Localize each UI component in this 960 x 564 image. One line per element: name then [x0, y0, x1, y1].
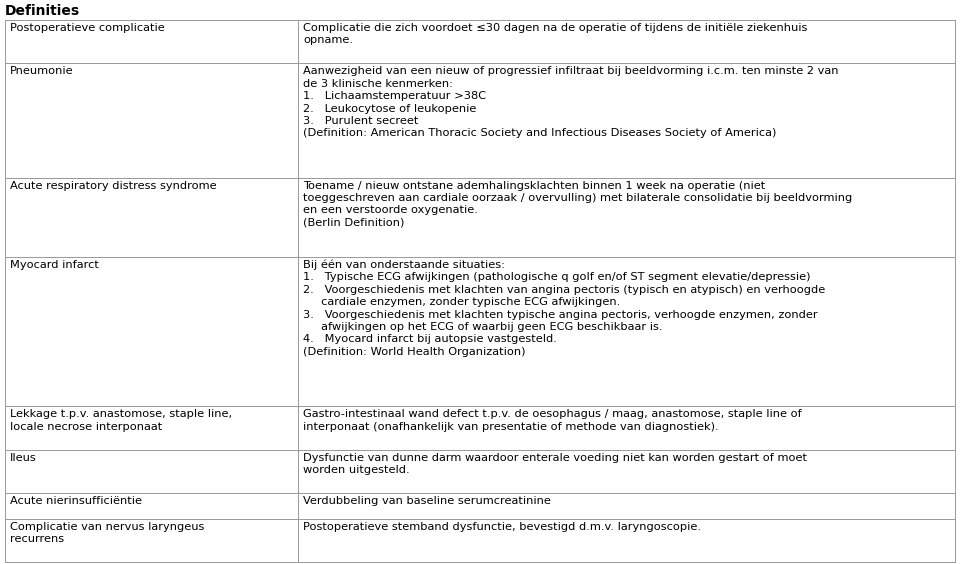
Text: Aanwezigheid van een nieuw of progressief infiltraat bij beeldvorming i.c.m. ten: Aanwezigheid van een nieuw of progressie… [303, 67, 838, 138]
Text: Definities: Definities [5, 4, 80, 18]
Text: Postoperatieve complicatie: Postoperatieve complicatie [10, 23, 165, 33]
Text: Bij één van onderstaande situaties:
1.   Typische ECG afwijkingen (pathologische: Bij één van onderstaande situaties: 1. T… [303, 259, 826, 357]
Text: Ileus: Ileus [10, 453, 36, 462]
Text: Postoperatieve stemband dysfunctie, bevestigd d.m.v. laryngoscopie.: Postoperatieve stemband dysfunctie, beve… [303, 522, 701, 532]
Text: Gastro-intestinaal wand defect t.p.v. de oesophagus / maag, anastomose, staple l: Gastro-intestinaal wand defect t.p.v. de… [303, 409, 802, 431]
Text: Acute nierinsufficiëntie: Acute nierinsufficiëntie [10, 496, 142, 506]
Text: Myocard infarct: Myocard infarct [10, 259, 99, 270]
Text: Verdubbeling van baseline serumcreatinine: Verdubbeling van baseline serumcreatinin… [303, 496, 551, 506]
Text: Acute respiratory distress syndrome: Acute respiratory distress syndrome [10, 180, 217, 191]
Text: Complicatie die zich voordoet ≤30 dagen na de operatie of tijdens de initiële zi: Complicatie die zich voordoet ≤30 dagen … [303, 23, 807, 45]
Text: Pneumonie: Pneumonie [10, 67, 74, 76]
Text: Complicatie van nervus laryngeus
recurrens: Complicatie van nervus laryngeus recurre… [10, 522, 204, 544]
Text: Toename / nieuw ontstane ademhalingsklachten binnen 1 week na operatie (niet
toe: Toename / nieuw ontstane ademhalingsklac… [303, 180, 852, 228]
Text: Lekkage t.p.v. anastomose, staple line,
locale necrose interponaat: Lekkage t.p.v. anastomose, staple line, … [10, 409, 232, 431]
Text: Dysfunctie van dunne darm waardoor enterale voeding niet kan worden gestart of m: Dysfunctie van dunne darm waardoor enter… [303, 453, 807, 475]
